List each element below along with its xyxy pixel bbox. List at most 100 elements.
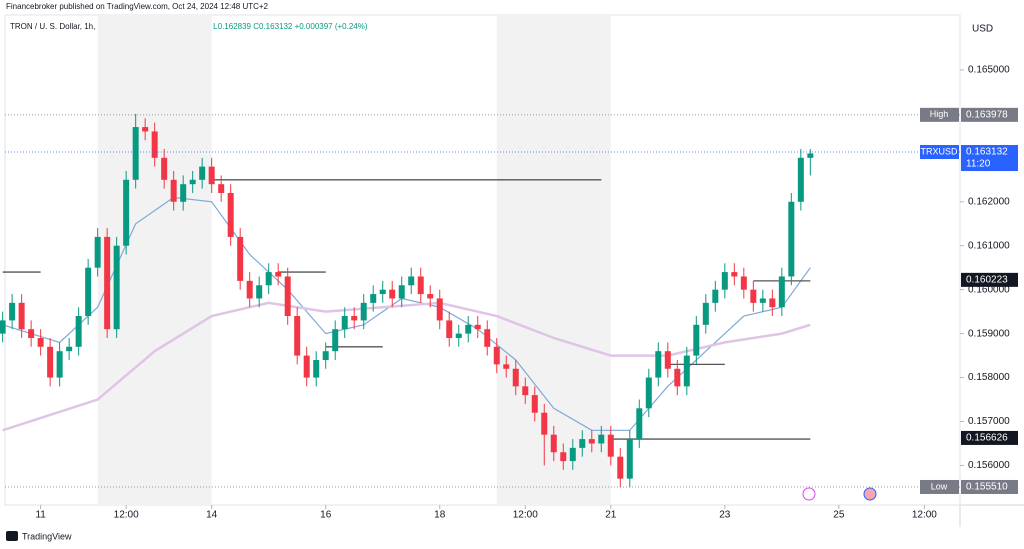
candle-body (370, 294, 377, 303)
candle-body (189, 179, 196, 185)
price-label: 0.156626 (966, 433, 1008, 444)
price-label: 0.160223 (966, 275, 1008, 286)
candle-body (598, 434, 605, 444)
currency: USD (972, 24, 993, 35)
candle-body (113, 245, 120, 330)
candle-body (769, 298, 776, 308)
candle-body (294, 316, 301, 356)
candle-body (208, 166, 215, 185)
candle-body (94, 236, 101, 268)
candle-body (702, 302, 709, 325)
x-tick-label: 16 (320, 510, 332, 521)
candle-body (379, 289, 386, 295)
candle-body (199, 166, 206, 180)
event-icon (863, 487, 877, 501)
plot-frame (4, 14, 961, 506)
y-tick-label: 0.162000 (968, 196, 1010, 207)
candle-body (37, 338, 44, 347)
candle-body (398, 285, 405, 299)
candle-body (161, 157, 168, 180)
candle-body (75, 316, 82, 347)
candle-body (18, 302, 25, 330)
candle-body (408, 276, 415, 286)
candle-body (550, 434, 557, 453)
candle-body (626, 439, 633, 479)
candle-body (788, 201, 795, 277)
candle-body (636, 408, 643, 440)
y-tick-label: 0.161000 (968, 240, 1010, 251)
price-label-box (961, 430, 1018, 445)
candle-body (797, 157, 804, 202)
candle-body (645, 377, 652, 409)
x-tick-label: 14 (206, 510, 218, 521)
candle-body (617, 456, 624, 479)
price-name: Low (931, 481, 948, 491)
price-name-box (920, 479, 959, 494)
candle-body (303, 355, 310, 378)
candle-body (313, 359, 320, 378)
event-icon (802, 487, 816, 501)
candle-body (0, 320, 6, 334)
candle-body (465, 324, 472, 334)
price-name: High (930, 109, 949, 119)
candle-body (664, 351, 671, 369)
candle-body (474, 324, 481, 330)
candle-body (322, 351, 329, 360)
y-tick-label: 0.156000 (968, 460, 1010, 471)
y-tick-label: 0.160000 (968, 284, 1010, 295)
candle-body (655, 351, 662, 378)
candle-body (522, 386, 529, 396)
candle-body (493, 346, 500, 365)
candle-body (123, 179, 130, 246)
brand: TradingView (22, 531, 72, 541)
price-label-box (961, 145, 1018, 172)
candle-body (455, 333, 462, 339)
y-tick-label: 0.165000 (968, 65, 1010, 76)
candle-body (104, 236, 111, 330)
price-name-box (920, 145, 959, 160)
price-label: 0.155510 (966, 482, 1008, 493)
candle-body (693, 324, 700, 356)
candle-body (332, 329, 339, 352)
x-tick-label: 12:00 (912, 510, 937, 521)
candle-body (731, 272, 738, 277)
ohlc: O0.162839 H0.163191 L0.162839 C0.163132 … (130, 22, 368, 31)
candle-body (132, 127, 139, 180)
price-name: TRXUSD (920, 146, 958, 156)
candle-body (284, 276, 291, 317)
session-shade (496, 15, 611, 505)
price-name-box (920, 107, 959, 122)
candle-body (142, 127, 149, 132)
symbol: TRON / U. S. Dollar, 1h, KRAKEN (10, 22, 131, 31)
candle-body (541, 412, 548, 435)
candle-body (256, 285, 263, 299)
candle-body (246, 280, 253, 299)
candle-body (351, 316, 358, 321)
candle-body (750, 289, 757, 303)
candle-body (683, 355, 690, 387)
logo (6, 531, 18, 541)
candle-body (436, 298, 443, 321)
candle-body (503, 364, 510, 369)
candle-body (275, 272, 282, 277)
x-tick-label: 12:00 (513, 510, 538, 521)
candle-body (807, 153, 814, 158)
candle-body (446, 320, 453, 339)
x-tick-label: 23 (719, 510, 731, 521)
candle-body (85, 267, 92, 317)
candle-body (579, 439, 586, 448)
candle-body (740, 276, 747, 290)
candle-body (721, 272, 728, 290)
candle-body (180, 184, 187, 202)
candle-body (341, 316, 348, 330)
candle-body (389, 289, 396, 299)
candle-body (9, 302, 16, 321)
candle-body (66, 346, 73, 352)
candle-body (265, 272, 272, 286)
x-tick-label: 11 (35, 510, 46, 521)
price-label-box (961, 107, 1018, 122)
candle-body (674, 368, 681, 387)
price-label: 0.163132 (966, 147, 1008, 158)
candle-body (512, 368, 519, 387)
